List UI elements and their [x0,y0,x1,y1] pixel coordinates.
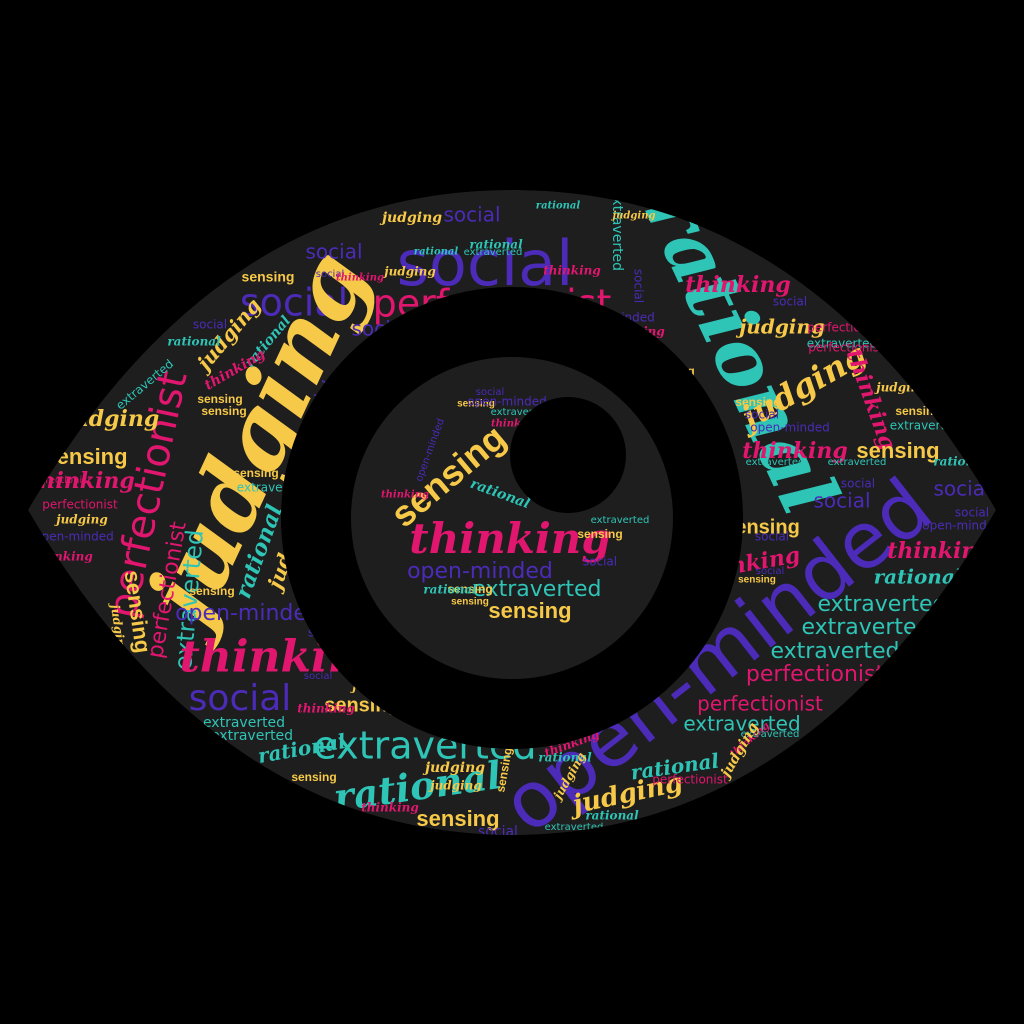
cloud-word-extraverted: extraverted [807,337,877,351]
cloud-word-social: social [755,530,789,544]
cloud-word-rational: rational [167,335,221,349]
cloud-word-rational: rational [585,809,639,823]
cloud-word-sensing: sensing [233,466,278,480]
cloud-word-extraverted: extraverted [828,457,887,468]
cloud-word-sensing: sensing [451,597,489,608]
cloud-word-sensing: sensing [197,392,242,406]
cloud-word-extraverted: extraverted [491,407,550,418]
cloud-word-extraverted: extraverted [817,592,946,617]
cloud-word-perfectionist: perfectionist [746,662,885,687]
cloud-word-thinking: thinking [409,514,610,563]
cloud-word-extraverted: extraverted [591,515,650,526]
cloud-word-sensing: sensing [457,399,495,410]
cloud-word-social: social [397,227,574,300]
cloud-word-sensing: sensing [189,584,234,598]
cloud-word-social: social [813,489,870,513]
cloud-word-judging: judging [422,760,485,776]
cloud-word-open-minded: open-minded [750,421,830,435]
cloud-word-sensing: sensing [242,269,295,285]
cloud-word-social: social [583,555,617,569]
cloud-word-perfectionist: perfectionist [697,692,823,716]
cloud-word-rational: rational [423,583,477,597]
cloud-word-open-minded: open-minded [922,519,1002,533]
cloud-word-perfectionist: perfectionist [42,498,118,512]
cloud-word-social: social [478,824,518,840]
cloud-word-rational: rational [469,238,523,252]
cloud-word-extraverted: extraverted [741,729,800,740]
cloud-word-rational: rational [536,201,581,212]
cloud-word-perfectionist: perfectionist [808,341,884,355]
cloud-word-extraverted: extraverted [472,577,601,602]
cloud-word-social: social [745,408,779,422]
cloud-word-extraverted: extraverted [464,247,523,258]
cloud-word-extraverted: extraverted [211,728,293,744]
cloud-word-thinking: thinking [742,438,848,464]
cloud-word-thinking: thinking [491,419,539,430]
cloud-word-social: social [841,477,875,491]
cloud-word-sensing: sensing [488,598,571,623]
cloud-word-sensing: sensing [735,395,780,409]
cloud-word-open-minded: open-minded [467,395,547,409]
cloud-word-social: social [189,678,292,719]
cloud-word-social: social [305,240,362,264]
cloud-word-open-minded: open-minded [175,601,321,626]
pupil-highlight [510,397,626,513]
cloud-word-sensing: sensing [416,806,499,831]
cloud-word-thinking: thinking [543,264,601,278]
cloud-word-social: social [756,566,785,577]
cloud-word-judging: judging [735,315,825,339]
cloud-word-rational: rational [538,751,592,765]
cloud-word-sensing: sensing [447,582,492,596]
cloud-word-sensing: sensing [724,516,800,538]
cloud-word-extraverted: extraverted [545,822,604,833]
cloud-word-perfectionist: perfectionist [29,475,92,486]
cloud-word-social: social [304,671,333,682]
cloud-word-open-minded: open-minded [407,559,553,584]
cloud-word-sensing: sensing [201,404,246,418]
cloud-word-judging: judging [54,513,108,527]
cloud-word-judging: judging [611,211,656,222]
cloud-word-thinking: thinking [297,702,355,716]
cloud-word-social: social [316,269,345,280]
cloud-word-social: social [240,281,348,325]
cloud-word-rational: rational [414,247,459,258]
cloud-word-sensing: sensing [738,575,776,586]
cloud-word-judging: judging [379,210,442,226]
cloud-word-judging: judging [382,265,436,279]
cloud-word-sensing: sensing [856,438,939,463]
cloud-word-thinking: thinking [381,490,429,501]
cloud-word-extraverted: extraverted [683,712,800,736]
cloud-word-extraverted: extraverted [203,715,285,731]
cloud-word-social: social [773,295,807,309]
cloud-word-social: social [632,269,646,303]
cloud-word-thinking: thinking [685,272,791,298]
cloud-word-social: social [193,318,227,332]
cloud-word-extraverted: extraverted [770,639,899,664]
cloud-word-open-minded: open-minded [34,530,114,544]
cloud-word-social: social [955,506,989,520]
iris-ring [281,287,743,749]
cloud-word-extraverted: extraverted [746,457,805,468]
cloud-word-social: social [476,387,505,398]
cloud-word-perfectionist: perfectionist [652,773,728,787]
cloud-word-social: social [443,203,500,227]
eye-shape [28,190,996,835]
cloud-word-judging: judging [428,779,482,793]
cloud-word-extraverted: extraverted [609,189,625,271]
cloud-word-sensing: sensing [577,527,622,541]
cloud-word-thinking: thinking [361,801,419,815]
cloud-word-thinking: thinking [336,273,384,284]
cloud-word-sensing: sensing [291,770,336,784]
cloud-word-rational: rational [874,565,963,589]
